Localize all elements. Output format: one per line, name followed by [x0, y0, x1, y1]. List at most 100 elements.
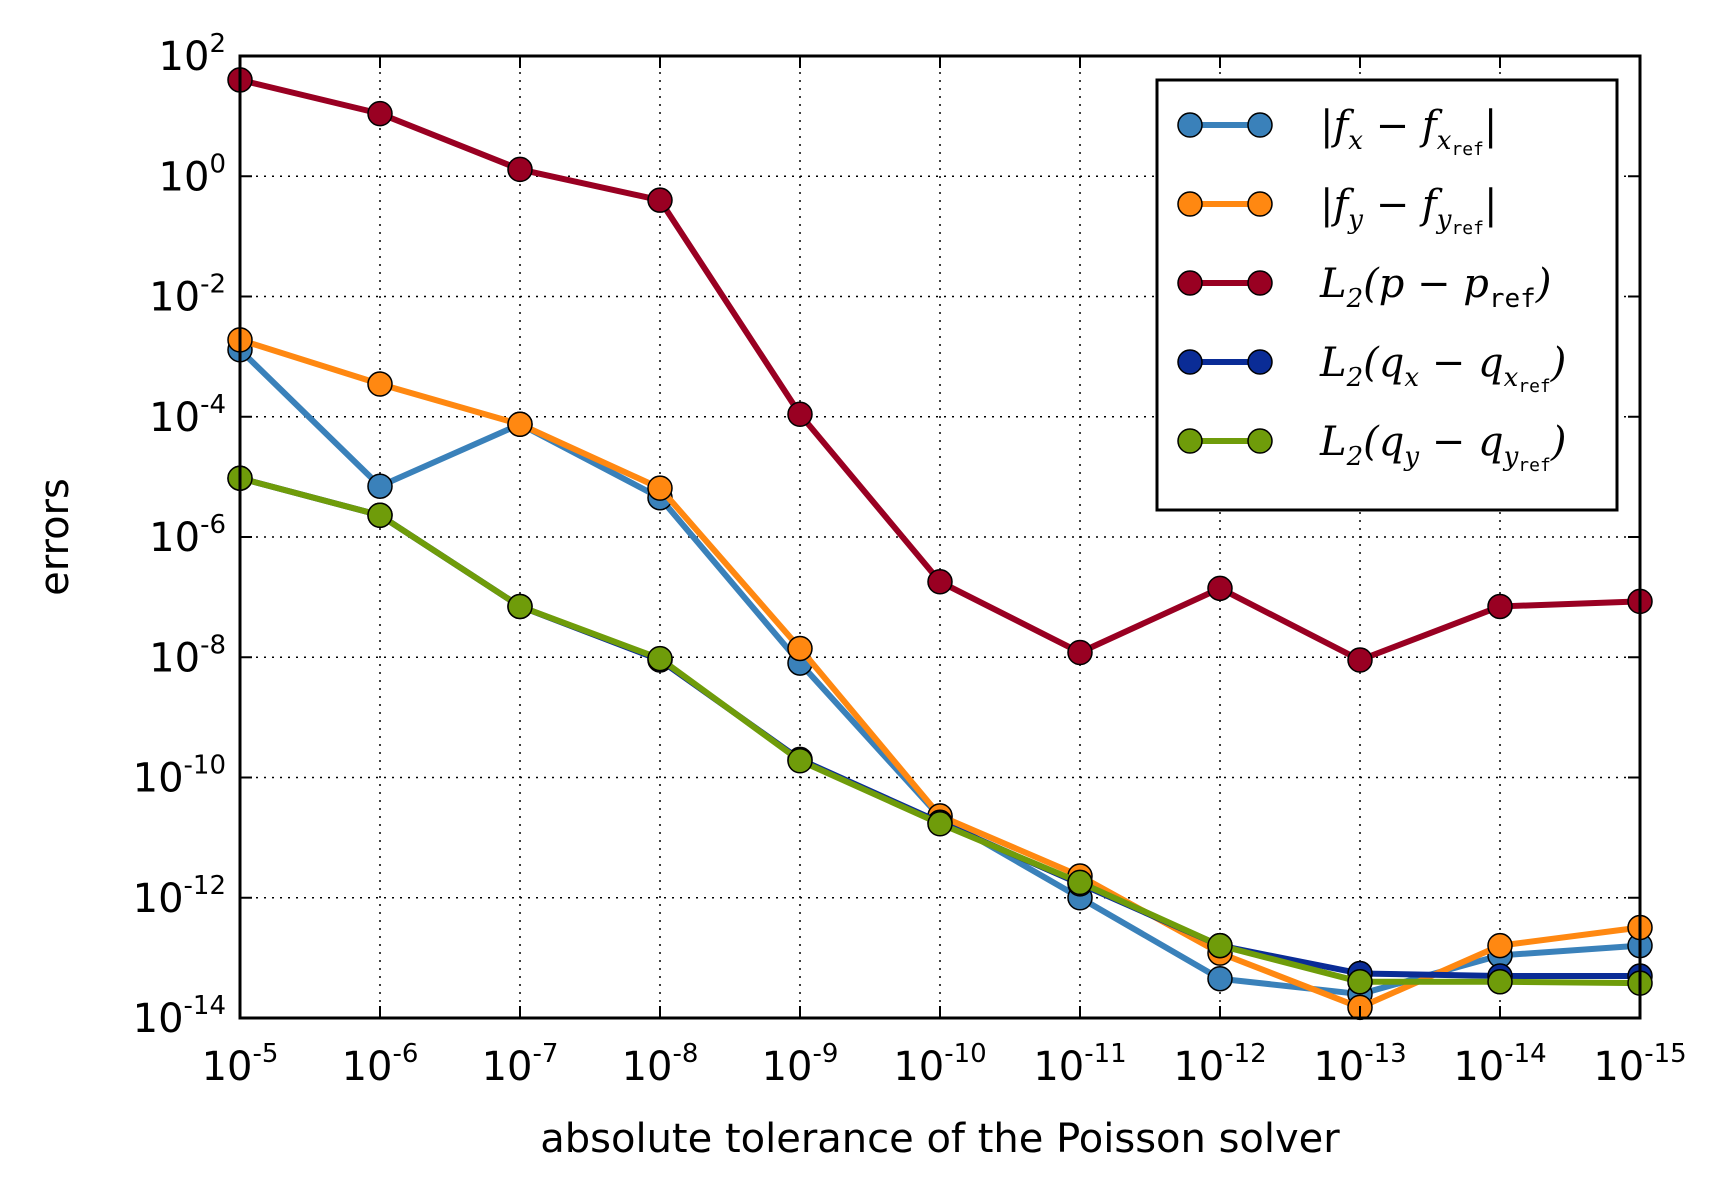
- x-tick-exponent: -8: [672, 1039, 698, 1069]
- data-point: [1067, 869, 1093, 896]
- legend-marker: [1247, 191, 1273, 217]
- data-point: [1487, 593, 1513, 620]
- x-tick-exponent: -7: [532, 1039, 558, 1069]
- x-tick-exponent: -12: [1224, 1039, 1266, 1069]
- x-tick-label: 10-9: [762, 1039, 839, 1090]
- data-point: [367, 502, 393, 529]
- y-tick-base: 10: [133, 996, 184, 1042]
- x-tick-label: 10-11: [1033, 1039, 1126, 1090]
- x-tick-base: 10: [1033, 1044, 1084, 1090]
- y-tick-label: 102: [159, 29, 226, 80]
- legend-item: |fy − fyref|: [1177, 182, 1497, 239]
- x-tick-base: 10: [1593, 1044, 1644, 1090]
- legend-item: |fx − fxref|: [1177, 103, 1497, 160]
- y-tick-base: 10: [133, 756, 184, 802]
- data-point: [787, 747, 813, 774]
- y-tick-label: 10-8: [149, 630, 226, 681]
- data-point: [1067, 639, 1093, 666]
- data-point: [647, 645, 673, 672]
- legend-label: L2(p − pref): [1319, 261, 1551, 314]
- x-tick-exponent: -10: [944, 1039, 986, 1069]
- legend-item: L2(qx − qxref): [1177, 340, 1566, 397]
- y-tick-base: 10: [149, 635, 200, 681]
- x-tick-label: 10-5: [202, 1039, 279, 1090]
- legend-marker: [1177, 112, 1203, 138]
- x-tick-label: 10-10: [893, 1039, 986, 1090]
- x-tick-exponent: -11: [1084, 1039, 1126, 1069]
- x-tick-label: 10-6: [342, 1039, 419, 1090]
- x-tick-label: 10-12: [1173, 1039, 1266, 1090]
- y-axis-title: errors: [32, 478, 78, 596]
- legend-marker: [1247, 112, 1273, 138]
- x-tick-exponent: -14: [1504, 1039, 1546, 1069]
- legend-marker: [1177, 349, 1203, 375]
- x-tick-exponent: -13: [1364, 1039, 1406, 1069]
- legend-marker: [1247, 270, 1273, 296]
- y-tick-exponent: -4: [200, 390, 226, 420]
- y-tick-exponent: -8: [200, 630, 226, 660]
- legend-label: L2(qx − qxref): [1319, 340, 1566, 397]
- legend-label: |fx − fxref|: [1320, 103, 1497, 160]
- x-tick-label: 10-8: [622, 1039, 699, 1090]
- y-tick-base: 10: [159, 154, 210, 200]
- x-tick-label: 10-14: [1453, 1039, 1546, 1090]
- data-point: [1487, 932, 1513, 959]
- x-axis-title: absolute tolerance of the Poisson solver: [540, 1116, 1340, 1162]
- data-point: [787, 635, 813, 662]
- data-point: [367, 473, 393, 499]
- x-tick-exponent: -5: [252, 1039, 278, 1069]
- x-tick-base: 10: [202, 1044, 253, 1090]
- legend-marker: [1177, 428, 1203, 454]
- y-tick-base: 10: [133, 876, 184, 922]
- data-point: [1207, 932, 1233, 959]
- x-tick-labels: 10-5 10-6 10-7 10-8 10-9 10-10 10-11 10-12 10-13…: [202, 1039, 1687, 1090]
- legend-marker: [1247, 428, 1273, 454]
- y-tick-label: 10-14: [133, 991, 226, 1042]
- data-point: [367, 100, 393, 127]
- y-tick-exponent: -12: [184, 871, 226, 901]
- legend-label: L2(qy − qyref): [1319, 419, 1566, 476]
- y-tick-base: 10: [149, 395, 200, 441]
- series-3: [227, 67, 1653, 673]
- x-tick-base: 10: [762, 1044, 813, 1090]
- data-point: [787, 401, 813, 428]
- y-tick-base: 10: [149, 275, 200, 321]
- legend-marker: [1247, 349, 1273, 375]
- y-tick-exponent: -2: [200, 270, 226, 300]
- data-point: [1487, 969, 1513, 995]
- x-tick-exponent: -6: [392, 1039, 418, 1069]
- legend-marker: [1177, 191, 1203, 217]
- data-point: [1207, 965, 1233, 992]
- y-tick-exponent: -6: [200, 510, 226, 540]
- x-tick-base: 10: [1313, 1044, 1364, 1090]
- x-tick-base: 10: [1173, 1044, 1224, 1090]
- x-tick-base: 10: [1453, 1044, 1504, 1090]
- y-tick-exponent: -10: [184, 751, 226, 781]
- y-tick-base: 10: [159, 34, 210, 80]
- legend-item: L2(p − pref): [1177, 261, 1551, 314]
- y-tick-label: 10-10: [133, 751, 226, 802]
- legend-marker: [1177, 270, 1203, 296]
- y-tick-label: 10-6: [149, 510, 226, 561]
- x-tick-exponent: -9: [812, 1039, 838, 1069]
- data-point: [1347, 647, 1373, 673]
- x-tick-label: 10-15: [1593, 1039, 1686, 1090]
- data-point: [507, 411, 533, 438]
- x-tick-base: 10: [482, 1044, 533, 1090]
- data-point: [367, 371, 393, 397]
- data-point: [507, 593, 533, 620]
- data-point: [507, 156, 533, 183]
- x-tick-base: 10: [342, 1044, 393, 1090]
- legend-item: L2(qy − qyref): [1177, 419, 1566, 476]
- data-point: [927, 569, 953, 595]
- x-tick-exponent: -15: [1644, 1039, 1686, 1069]
- data-point: [1347, 969, 1373, 995]
- legend: |fx − fxref| |fy − fyref| L2(p − pref) L2(q…: [1155, 78, 1619, 512]
- axis-ticks: [239, 55, 1641, 1019]
- y-tick-exponent: -14: [184, 991, 226, 1021]
- y-tick-label: 10-2: [149, 270, 226, 321]
- data-point: [647, 475, 673, 501]
- x-tick-label: 10-13: [1313, 1039, 1406, 1090]
